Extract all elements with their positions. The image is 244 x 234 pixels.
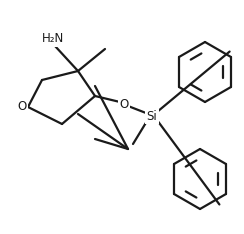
Text: O: O [17,100,27,113]
Text: Si: Si [147,110,157,123]
Text: H₂N: H₂N [42,33,64,45]
Text: O: O [119,98,129,110]
